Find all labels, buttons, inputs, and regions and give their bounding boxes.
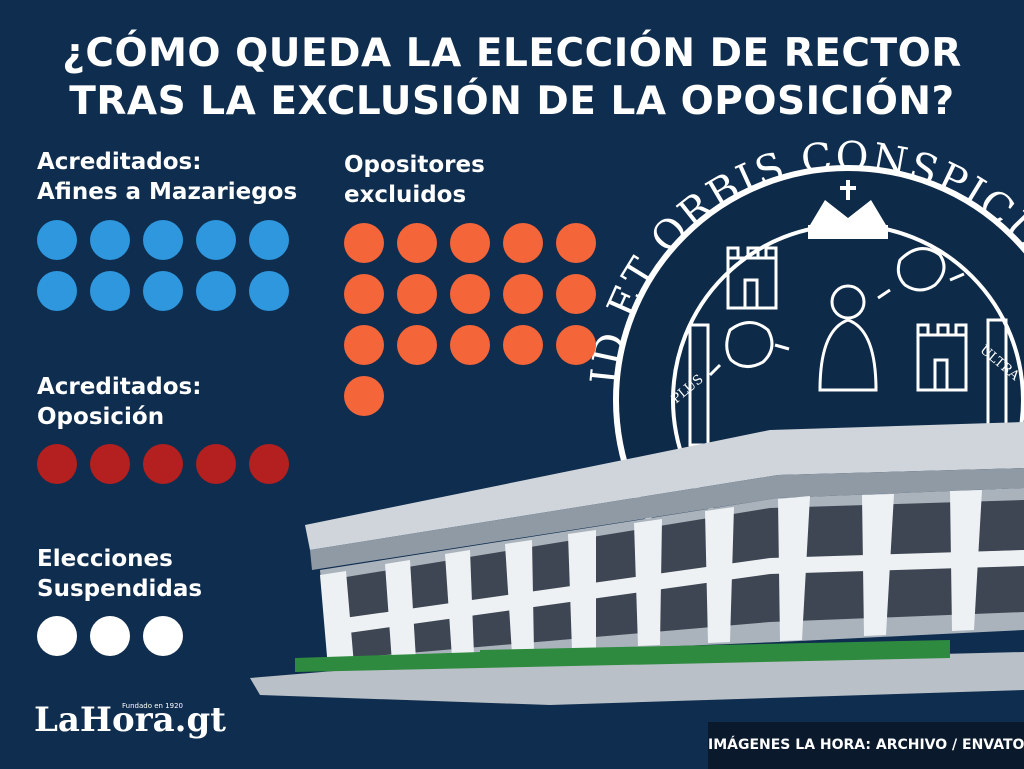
label-suspendidas: Elecciones Suspendidas — [37, 546, 203, 602]
dot-oposicion — [37, 444, 77, 484]
dot-suspendidas — [37, 616, 77, 656]
dot-excluidos — [503, 274, 543, 314]
dot-afines — [143, 271, 183, 311]
dot-excluidos — [556, 274, 596, 314]
lahora-logo: LaHora.gt Fundado en 1920 — [34, 700, 226, 740]
dot-excluidos — [397, 223, 437, 263]
page-title: ¿CÓMO QUEDA LA ELECCIÓN DE RECTOR TRAS L… — [0, 30, 1024, 126]
dot-excluidos — [556, 325, 596, 365]
dot-excluidos — [344, 325, 384, 365]
label-excluidos: Opositores excluidos — [344, 152, 485, 208]
dot-suspendidas — [143, 616, 183, 656]
dot-excluidos — [397, 325, 437, 365]
dot-excluidos — [503, 325, 543, 365]
dot-excluidos — [344, 376, 384, 416]
dot-oposicion — [196, 444, 236, 484]
dot-excluidos — [450, 325, 490, 365]
lion-icon-right — [877, 247, 965, 300]
dot-afines — [37, 220, 77, 260]
dot-oposicion — [90, 444, 130, 484]
dot-suspendidas — [90, 616, 130, 656]
lion-icon-left — [708, 321, 790, 377]
dot-afines — [196, 220, 236, 260]
castle-icon-right — [916, 323, 968, 392]
dot-afines — [37, 271, 77, 311]
dot-excluidos — [503, 223, 543, 263]
title-line-1: ¿CÓMO QUEDA LA ELECCIÓN DE RECTOR — [62, 31, 962, 76]
title-line-2: TRAS LA EXCLUSIÓN DE LA OPOSICIÓN? — [69, 79, 955, 124]
dot-oposicion — [143, 444, 183, 484]
dot-afines — [196, 271, 236, 311]
label-afines: Acreditados: Afines a Mazariegos — [37, 149, 298, 205]
dot-afines — [143, 220, 183, 260]
university-building-icon — [250, 422, 1024, 720]
dot-excluidos — [450, 274, 490, 314]
dot-afines — [90, 220, 130, 260]
dot-excluidos — [556, 223, 596, 263]
dot-afines — [249, 220, 289, 260]
dot-excluidos — [450, 223, 490, 263]
university-illustration: ID ET ORBIS CONSPICUA CAROLINA ACADEMIA — [250, 130, 1024, 720]
dot-excluidos — [344, 274, 384, 314]
dot-excluidos — [344, 223, 384, 263]
saint-figure-icon — [818, 284, 878, 392]
crown-icon — [808, 180, 888, 239]
dot-excluidos — [397, 274, 437, 314]
dot-afines — [90, 271, 130, 311]
castle-icon-left — [726, 246, 778, 310]
logo-tagline: Fundado en 1920 — [122, 702, 183, 710]
dot-afines — [249, 271, 289, 311]
dot-oposicion — [249, 444, 289, 484]
image-credit: IMÁGENES LA HORA: ARCHIVO / ENVATO — [708, 722, 1024, 769]
label-oposicion: Acreditados: Oposición — [37, 374, 202, 430]
